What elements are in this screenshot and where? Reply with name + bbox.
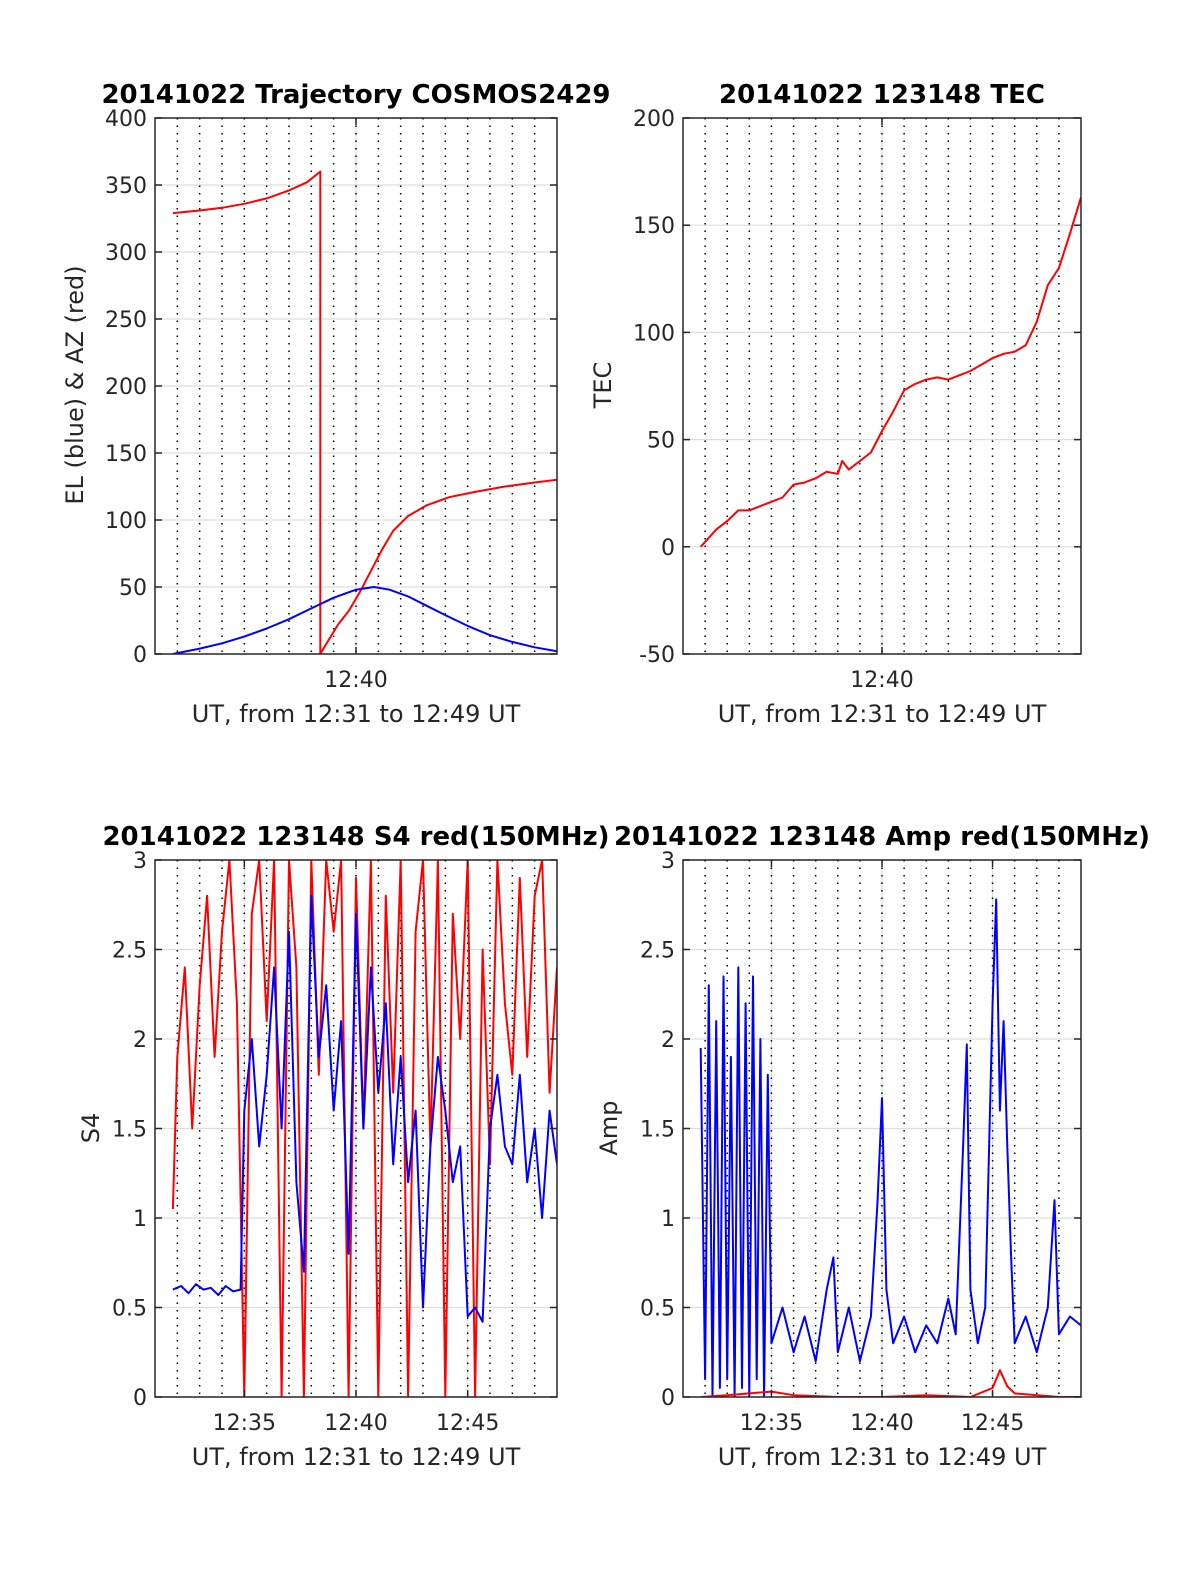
y-tick-label: 0 (661, 536, 675, 561)
y-tick-label: 150 (105, 442, 147, 467)
x-tick-label: 12:40 (324, 1411, 387, 1436)
x-tick-label: 12:40 (850, 1411, 913, 1436)
y-tick-label: 350 (105, 174, 147, 199)
y-tick-label: 200 (105, 375, 147, 400)
y-tick-label: 150 (633, 214, 675, 239)
panel-s4: 20141022 123148 S4 red(150MHz) UT, from … (77, 822, 610, 1471)
plot-area: 0 0.5 1 1.5 2 2.5 3 12:35 12:40 12:45 (640, 849, 1082, 1436)
y-tick-label: 200 (633, 107, 675, 132)
series-line-red (699, 197, 1081, 548)
y-axis-label: S4 (77, 1113, 105, 1144)
y-tick-label: 3 (133, 849, 147, 874)
panel-amp: 20141022 123148 Amp red(150MHz) UT, from… (595, 822, 1150, 1471)
y-tick-label: 2 (133, 1028, 147, 1053)
y-tick-label: 1 (133, 1207, 147, 1232)
series-group (699, 898, 1081, 1397)
series-group (172, 170, 557, 654)
y-tick-label: 0 (661, 1386, 675, 1411)
y-tick-label: 3 (661, 849, 675, 874)
y-tick-label: 0.5 (112, 1297, 147, 1322)
y-tick-label: 250 (105, 308, 147, 333)
y-tick-label: 0 (133, 643, 147, 668)
y-tick-label: -50 (639, 643, 675, 668)
series-group (699, 197, 1081, 548)
chart-title: 20141022 Trajectory COSMOS2429 (101, 80, 610, 110)
y-tick-label: 0 (133, 1386, 147, 1411)
panel-trajectory: 20141022 Trajectory COSMOS2429 UT, from … (61, 80, 611, 728)
y-tick-label: 1.5 (112, 1118, 147, 1143)
series-line-red (172, 170, 557, 654)
plot-area: 0 50 100 150 200 250 300 350 400 12:40 (105, 107, 558, 693)
series-group (171, 860, 557, 1397)
y-axis-label: Amp (595, 1100, 623, 1155)
series-line-blue (172, 586, 557, 654)
panel-tec: 20141022 123148 TEC UT, from 12:31 to 12… (589, 80, 1082, 728)
y-tick-label: 100 (633, 321, 675, 346)
y-tick-label: 400 (105, 107, 147, 132)
chart-title: 20141022 123148 Amp red(150MHz) (614, 822, 1150, 852)
x-tick-label: 12:35 (740, 1411, 803, 1436)
y-axis-label: TEC (589, 362, 617, 410)
x-tick-label: 12:35 (213, 1411, 276, 1436)
y-tick-label: 0.5 (640, 1297, 675, 1322)
chart-title: 20141022 123148 S4 red(150MHz) (102, 822, 609, 852)
series-line-blue (172, 894, 557, 1323)
y-tick-label: 2 (661, 1028, 675, 1053)
x-tick-label: 12:40 (324, 668, 387, 693)
x-axis-label: UT, from 12:31 to 12:49 UT (192, 700, 521, 728)
x-tick-label: 12:45 (961, 1411, 1024, 1436)
series-line-blue (699, 898, 1081, 1397)
y-tick-label: 2.5 (112, 939, 147, 964)
plot-area: 0 0.5 1 1.5 2 2.5 3 12:35 12:40 12:45 (112, 849, 558, 1436)
y-tick-label: 1.5 (640, 1118, 675, 1143)
x-tick-label: 12:40 (850, 668, 913, 693)
y-tick-label: 100 (105, 509, 147, 534)
y-tick-label: 1 (661, 1207, 675, 1232)
y-tick-label: 50 (119, 576, 147, 601)
y-tick-label: 2.5 (640, 939, 675, 964)
x-axis-label: UT, from 12:31 to 12:49 UT (718, 700, 1047, 728)
y-tick-label: 300 (105, 241, 147, 266)
x-axis-label: UT, from 12:31 to 12:49 UT (192, 1443, 521, 1471)
plot-area: -50 0 50 100 150 200 12:40 (633, 107, 1082, 693)
series-line-red (700, 1369, 1081, 1397)
x-tick-label: 12:45 (436, 1411, 499, 1436)
chart-title: 20141022 123148 TEC (719, 80, 1045, 110)
y-axis-label: EL (blue) & AZ (red) (61, 265, 89, 504)
y-tick-label: 50 (647, 429, 675, 454)
x-axis-label: UT, from 12:31 to 12:49 UT (718, 1443, 1047, 1471)
